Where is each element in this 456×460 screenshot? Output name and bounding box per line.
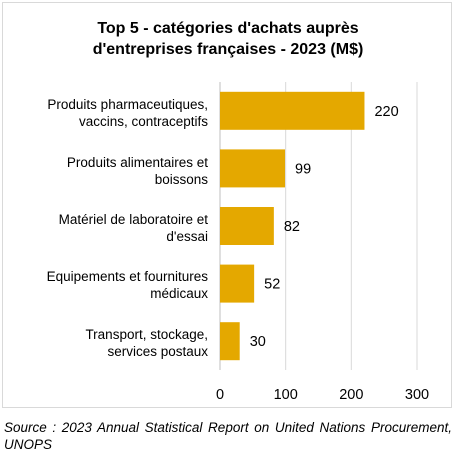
- category-label-lab: Matériel de laboratoire et d'essai: [58, 212, 208, 244]
- x-tick-label-200: 200: [339, 387, 363, 403]
- chart-title: Top 5 - catégories d'achats auprès d'ent…: [0, 18, 456, 60]
- data-label-1: 99: [295, 161, 311, 177]
- chart-title-line-2: d'entreprises françaises - 2023 (M$): [92, 41, 364, 58]
- bar-1: [220, 149, 286, 188]
- category-label-pharma: Produits pharmaceutiques, vaccins, contr…: [47, 97, 208, 129]
- data-label-2: 82: [284, 219, 300, 235]
- x-tick-label-100: 100: [274, 387, 298, 403]
- x-tick-label-300: 300: [405, 387, 429, 403]
- source-note: Source : 2023 Annual Statistical Report …: [4, 420, 452, 452]
- chart-title-line-1: Top 5 - catégories d'achats auprès: [97, 20, 359, 37]
- data-label-3: 52: [264, 277, 280, 293]
- bar-0: [220, 91, 365, 130]
- bar-4: [220, 322, 240, 361]
- bar-3: [220, 264, 255, 303]
- bar-2: [220, 207, 274, 245]
- category-label-medical: Equipements et fournitures médicaux: [46, 269, 208, 301]
- category-label-food: Produits alimentaires et boissons: [66, 155, 208, 187]
- data-label-0: 220: [374, 104, 398, 120]
- x-tick-label-0: 0: [216, 387, 224, 403]
- category-label-transport: Transport, stockage, services postaux: [85, 327, 208, 359]
- data-label-4: 30: [250, 334, 266, 350]
